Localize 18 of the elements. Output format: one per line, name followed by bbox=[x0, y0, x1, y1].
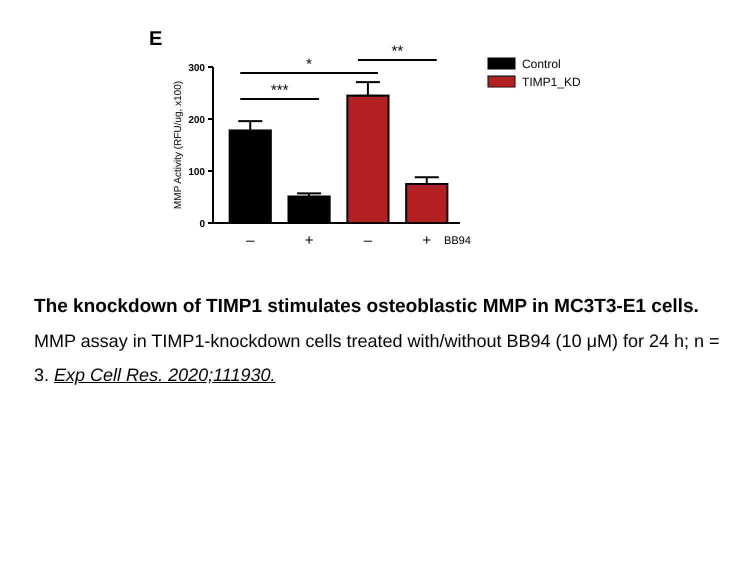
annotation: *** bbox=[270, 82, 289, 99]
y-tick-label: 300 bbox=[188, 63, 206, 74]
legend-label: Control bbox=[522, 57, 561, 71]
text: ** bbox=[391, 43, 404, 60]
text: Exp Cell Res. 2020;111930. bbox=[54, 365, 276, 385]
x-tick-label: + bbox=[304, 232, 314, 249]
y-tick-label: 200 bbox=[188, 115, 206, 126]
y-tick-label: 0 bbox=[199, 219, 206, 230]
legend-label: TIMP1_KD bbox=[522, 75, 582, 89]
x-tick-label: – bbox=[246, 232, 256, 249]
y-axis-title: MMP Activity (RFU/ug, x100) bbox=[173, 80, 184, 210]
text: E bbox=[149, 28, 162, 50]
x-tick-label: + bbox=[422, 232, 432, 249]
x-tick-label: – bbox=[364, 232, 373, 249]
text: The knockdown of TIMP1 stimulates osteoblastic MMP in MC3T3-E1 cells. bbox=[34, 295, 700, 319]
x-axis-title: BB94 bbox=[444, 235, 471, 247]
y-tick-label: 100 bbox=[188, 167, 206, 178]
annotation: * bbox=[306, 56, 312, 73]
